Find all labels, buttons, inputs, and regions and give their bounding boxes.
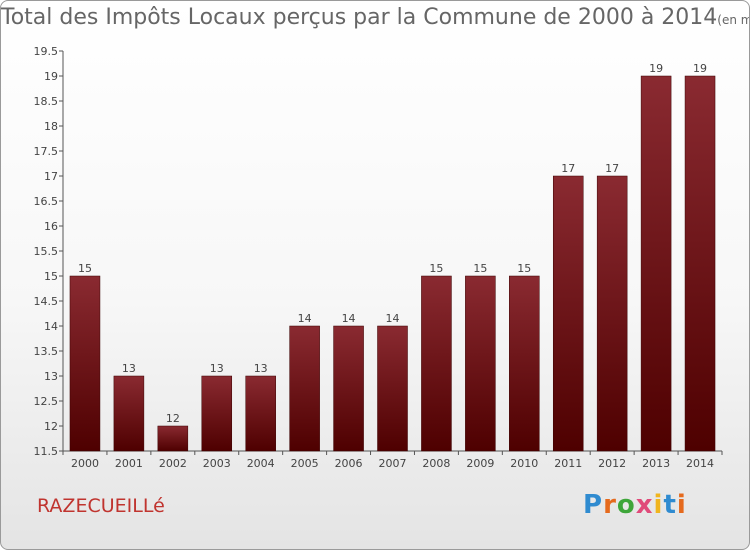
x-tick-label: 2011 xyxy=(554,457,582,470)
logo-letter: r xyxy=(603,490,617,520)
data-label-2008: 15 xyxy=(429,262,443,275)
data-label-2005: 14 xyxy=(298,312,312,325)
y-tick-label: 16 xyxy=(44,220,58,233)
data-label-2000: 15 xyxy=(78,262,92,275)
logo-letter: P xyxy=(583,490,604,520)
y-tick-label: 14.5 xyxy=(34,295,59,308)
bar-2000 xyxy=(69,275,101,452)
y-tick-label: 13.5 xyxy=(34,345,59,358)
bar-2006 xyxy=(333,325,364,452)
x-tick-label: 2002 xyxy=(159,457,187,470)
commune-name: RAZECUEILLé xyxy=(37,495,165,517)
bar-2013 xyxy=(640,75,672,452)
data-label-2006: 14 xyxy=(342,312,356,325)
bar-2012 xyxy=(596,175,628,452)
proxiti-logo: Proxiti xyxy=(583,490,687,520)
y-tick-label: 19.5 xyxy=(34,45,59,58)
y-tick-label: 12 xyxy=(44,420,58,433)
chart-unit: (en milliers d'€) xyxy=(717,13,749,27)
x-tick-label: 2003 xyxy=(203,457,231,470)
bars xyxy=(69,75,716,452)
bar-2003 xyxy=(201,375,233,452)
x-tick-label: 2010 xyxy=(510,457,538,470)
y-tick-label: 16.5 xyxy=(34,195,59,208)
x-tick-label: 2008 xyxy=(422,457,450,470)
data-label-2011: 17 xyxy=(561,162,575,175)
bar-2002 xyxy=(157,425,189,452)
x-tick-label: 2000 xyxy=(71,457,99,470)
y-tick-label: 12.5 xyxy=(34,395,59,408)
x-tick-label: 2012 xyxy=(598,457,626,470)
bar-2008 xyxy=(421,275,452,452)
bar-2004 xyxy=(245,375,276,452)
chart-title-text: Total des Impôts Locaux perçus par la Co… xyxy=(1,5,718,30)
x-tick-label: 2005 xyxy=(291,457,319,470)
logo-letter: t xyxy=(663,490,677,520)
logo-letter: i xyxy=(653,490,664,520)
data-label-2012: 17 xyxy=(605,162,619,175)
data-labels: 15 13 12 13 13 14 14 14 15 15 15 17 17 19 19 xyxy=(78,62,707,425)
bar-2001 xyxy=(113,375,145,452)
y-axis: 11.5 12 12.5 13 13.5 14 14.5 15 15.5 16 16.5 17 17.5… xyxy=(34,45,64,458)
y-tick-label: 17.5 xyxy=(34,145,59,158)
data-label-2001: 13 xyxy=(122,362,136,375)
y-tick-label: 15 xyxy=(44,270,58,283)
data-label-2003: 13 xyxy=(210,362,224,375)
x-tick-label: 2006 xyxy=(335,457,363,470)
bar-2014 xyxy=(684,75,716,452)
y-tick-label: 18 xyxy=(44,120,58,133)
logo-letter: x xyxy=(635,490,654,520)
logo-letter: i xyxy=(676,490,687,520)
x-axis: 2000 2001 2002 2003 2004 2005 2006 2007 2008 2009… xyxy=(62,450,723,470)
x-tick-label: 2009 xyxy=(466,457,494,470)
y-tick-label: 18.5 xyxy=(34,95,59,108)
y-tick-label: 17 xyxy=(44,170,58,183)
x-tick-label: 2001 xyxy=(115,457,143,470)
data-label-2009: 15 xyxy=(473,262,487,275)
bar-2007 xyxy=(377,325,408,452)
x-tick-label: 2014 xyxy=(686,457,714,470)
logo-letter: o xyxy=(616,490,636,520)
y-tick-label: 11.5 xyxy=(34,445,59,458)
x-tick-label: 2013 xyxy=(642,457,670,470)
bar-2010 xyxy=(509,275,540,452)
y-tick-label: 15.5 xyxy=(34,245,59,258)
bar-2011 xyxy=(552,175,584,452)
x-tick-label: 2007 xyxy=(379,457,407,470)
data-label-2007: 14 xyxy=(386,312,400,325)
x-tick-label: 2004 xyxy=(247,457,275,470)
data-label-2010: 15 xyxy=(517,262,531,275)
y-tick-label: 19 xyxy=(44,70,58,83)
data-label-2013: 19 xyxy=(649,62,663,75)
data-label-2004: 13 xyxy=(254,362,268,375)
data-label-2014: 19 xyxy=(693,62,707,75)
bar-2009 xyxy=(465,275,496,452)
y-tick-label: 14 xyxy=(44,320,58,333)
bar-2005 xyxy=(289,325,320,452)
data-label-2002: 12 xyxy=(166,412,180,425)
chart-title: Total des Impôts Locaux perçus par la Co… xyxy=(1,5,749,30)
y-tick-label: 13 xyxy=(44,370,58,383)
